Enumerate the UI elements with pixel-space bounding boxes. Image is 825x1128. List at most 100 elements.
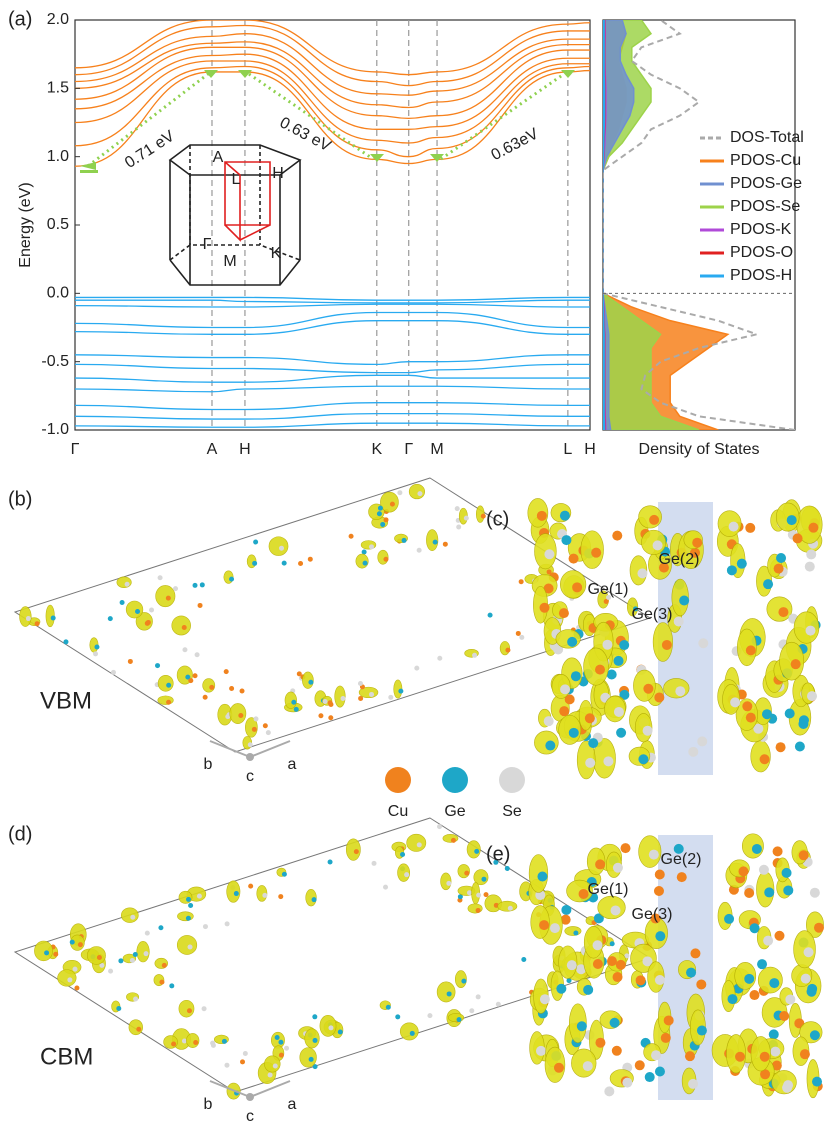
atom: [70, 940, 75, 945]
isosurface: [177, 912, 193, 921]
atom: [727, 565, 737, 575]
atom: [728, 994, 738, 1004]
atom: [234, 891, 239, 896]
atom: [674, 616, 684, 626]
atom: [636, 975, 646, 985]
isosurface: [172, 616, 191, 635]
atom: [457, 1017, 462, 1022]
arrow-head: [80, 162, 96, 170]
atom: [593, 959, 603, 969]
atom: [619, 640, 629, 650]
atom: [537, 511, 547, 521]
atom: [779, 1011, 789, 1021]
atom: [476, 908, 481, 913]
atom: [268, 1072, 273, 1077]
x-tick-label: L: [563, 441, 572, 458]
atom: [193, 1040, 198, 1045]
x-tick-label: Γ: [404, 441, 413, 458]
atom: [655, 869, 665, 879]
atom: [402, 538, 407, 543]
atom: [664, 1015, 674, 1025]
atom: [787, 515, 797, 525]
atom: [588, 738, 598, 748]
atom: [238, 713, 243, 718]
atom: [455, 506, 460, 511]
inset-label: Γ: [203, 236, 212, 253]
isosurface: [320, 1015, 336, 1036]
atom: [612, 531, 622, 541]
atom: [291, 700, 296, 705]
figure: (a) ΓAHKΓMLH-1.0-0.50.00.51.01.52.0Energ…: [0, 0, 825, 1128]
atom: [35, 621, 40, 626]
atom: [616, 728, 626, 738]
axis-label: c: [246, 1108, 254, 1125]
atom: [540, 994, 550, 1004]
axis-origin: [246, 1093, 254, 1101]
atom: [78, 942, 83, 947]
legend-atom: [499, 767, 525, 793]
atom: [252, 727, 257, 732]
isosurface: [34, 941, 52, 961]
atom: [583, 985, 593, 995]
atom: [793, 533, 803, 543]
atom: [467, 890, 472, 895]
atom: [125, 582, 130, 587]
atom: [349, 534, 354, 539]
atom: [323, 699, 328, 704]
atom: [807, 987, 817, 997]
atom: [278, 1040, 283, 1045]
atom: [782, 868, 792, 878]
atom: [795, 742, 805, 752]
atom: [187, 1008, 192, 1013]
axis-arrow: [250, 741, 290, 757]
atom: [808, 523, 818, 533]
atom: [173, 586, 178, 591]
annotation: 0.63 eV: [277, 114, 334, 155]
atom: [390, 502, 395, 507]
atom: [610, 941, 615, 946]
isosurface: [230, 703, 246, 723]
atom: [595, 859, 605, 869]
axis-label: a: [288, 1096, 297, 1113]
atom: [469, 1008, 474, 1013]
atom: [188, 944, 193, 949]
atom: [778, 607, 788, 617]
atom: [559, 706, 569, 716]
atom: [338, 1030, 343, 1035]
isosurface: [300, 1048, 317, 1068]
atom: [595, 1038, 605, 1048]
isosurface: [264, 1056, 280, 1072]
atom: [649, 515, 659, 525]
atom: [561, 905, 571, 915]
atom: [593, 940, 603, 950]
band-line: [75, 403, 590, 410]
y-tick-label: 1.5: [47, 80, 69, 97]
atom: [655, 975, 665, 985]
atom: [569, 728, 579, 738]
atom: [799, 850, 809, 860]
atom: [133, 996, 138, 1001]
band-line: [75, 25, 590, 85]
atom: [224, 1063, 229, 1068]
atom: [456, 524, 461, 529]
band-line: [75, 300, 590, 303]
atom: [417, 548, 422, 553]
atom: [638, 754, 648, 764]
atom: [200, 582, 205, 587]
atom: [398, 689, 403, 694]
atom: [298, 561, 303, 566]
atom: [688, 1079, 698, 1089]
atom: [804, 947, 814, 957]
atom-label: Ge(1): [588, 581, 629, 598]
atom: [262, 893, 267, 898]
atom: [372, 861, 377, 866]
isosurface: [380, 492, 398, 512]
isosurface: [448, 1013, 464, 1021]
arrow-head: [561, 70, 575, 78]
atom: [328, 715, 333, 720]
atom-label: Ge(3): [632, 606, 673, 623]
atom: [145, 931, 150, 936]
atom: [404, 872, 409, 877]
atom: [613, 863, 623, 873]
atom: [417, 842, 422, 847]
